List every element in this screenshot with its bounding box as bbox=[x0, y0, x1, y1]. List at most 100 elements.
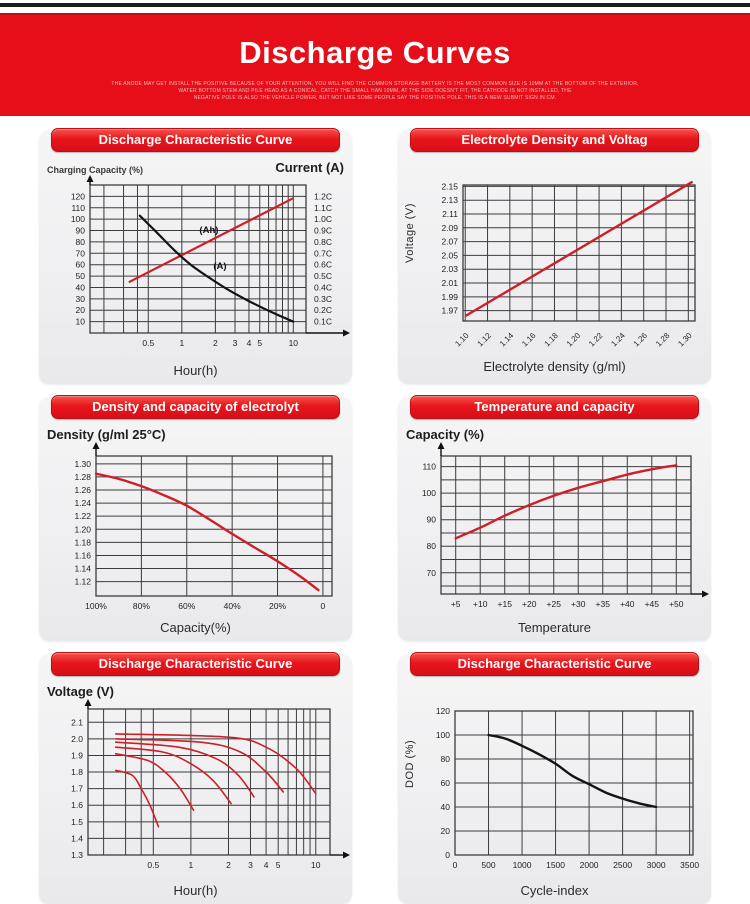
svg-text:10: 10 bbox=[75, 317, 85, 327]
svg-text:1: 1 bbox=[188, 860, 193, 870]
svg-text:1.99: 1.99 bbox=[441, 292, 458, 302]
chart-3-title: Density and capacity of electrolyt bbox=[92, 399, 299, 414]
svg-text:1.12: 1.12 bbox=[74, 577, 91, 587]
chart-3-axis-head: Density (g/ml 25°C) bbox=[39, 421, 352, 442]
svg-text:100%: 100% bbox=[85, 601, 107, 611]
chart-6-xlabel: Cycle-index bbox=[520, 883, 589, 898]
chart-6-title-banner: Discharge Characteristic Curve bbox=[409, 652, 700, 676]
svg-text:4: 4 bbox=[246, 338, 251, 348]
svg-text:0.7C: 0.7C bbox=[314, 248, 332, 258]
svg-text:1.3: 1.3 bbox=[71, 850, 83, 860]
svg-text:0.9C: 0.9C bbox=[314, 226, 332, 236]
svg-text:2.0: 2.0 bbox=[71, 734, 83, 744]
svg-text:1.30: 1.30 bbox=[74, 459, 91, 469]
svg-text:2.15: 2.15 bbox=[441, 181, 458, 191]
svg-text:5: 5 bbox=[275, 860, 280, 870]
svg-text:100: 100 bbox=[421, 488, 435, 498]
svg-text:1.30: 1.30 bbox=[676, 331, 694, 349]
svg-text:1.8: 1.8 bbox=[71, 767, 83, 777]
svg-text:+10: +10 bbox=[473, 599, 488, 609]
svg-text:2: 2 bbox=[226, 860, 231, 870]
svg-text:2.05: 2.05 bbox=[441, 250, 458, 260]
svg-text:+45: +45 bbox=[644, 599, 659, 609]
chart-3-plot: 100% 80% 60% 40% 20% 0 1.30 1.28 1.26 1.24 1.22 1.2… bbox=[74, 442, 333, 611]
svg-text:110: 110 bbox=[422, 462, 436, 472]
svg-text:1.28: 1.28 bbox=[74, 472, 91, 482]
charts-grid: Discharge Characteristic Curve Charging … bbox=[39, 128, 711, 904]
page-title: Discharge Curves bbox=[239, 35, 511, 70]
svg-text:+50: +50 bbox=[669, 599, 684, 609]
svg-text:70: 70 bbox=[75, 248, 85, 258]
svg-text:30: 30 bbox=[75, 294, 85, 304]
svg-text:1.12: 1.12 bbox=[475, 331, 493, 349]
chart-4-title: Temperature and capacity bbox=[474, 399, 635, 414]
chart-2-ylabel: Voltage (V) bbox=[404, 203, 416, 263]
svg-text:+25: +25 bbox=[546, 599, 561, 609]
svg-text:0.6C: 0.6C bbox=[314, 260, 332, 270]
svg-text:40%: 40% bbox=[223, 601, 240, 611]
svg-text:100: 100 bbox=[70, 214, 84, 224]
svg-text:70: 70 bbox=[426, 568, 436, 578]
chart-2-xlabel: Electrolyte density (g/ml) bbox=[483, 359, 626, 374]
svg-text:0: 0 bbox=[452, 860, 457, 870]
svg-text:20: 20 bbox=[75, 305, 85, 315]
svg-text:90: 90 bbox=[426, 515, 436, 525]
svg-text:0: 0 bbox=[320, 601, 325, 611]
svg-text:1000: 1000 bbox=[512, 860, 531, 870]
svg-text:0.5: 0.5 bbox=[142, 338, 154, 348]
chart-4-plot: +5 +10 +15 +20 +25 +30 +35 +40 +45 +50 110 100 90 80 7… bbox=[421, 442, 709, 609]
svg-text:90: 90 bbox=[75, 226, 85, 236]
svg-text:1.26: 1.26 bbox=[74, 485, 91, 495]
svg-text:+40: +40 bbox=[620, 599, 635, 609]
svg-text:10: 10 bbox=[288, 338, 298, 348]
chart-3-xlabel: Capacity(%) bbox=[160, 620, 231, 635]
svg-text:120: 120 bbox=[70, 191, 84, 201]
svg-text:0.4C: 0.4C bbox=[314, 282, 332, 292]
chart-1-plot: 0.5 1 2 3 4 5 101201101009080706050403020101.2… bbox=[70, 175, 350, 348]
chart-card-discharge-characteristic-3: Discharge Characteristic Curve DOD (%) 0… bbox=[398, 652, 711, 904]
svg-text:0.8C: 0.8C bbox=[314, 237, 332, 247]
svg-text:60%: 60% bbox=[178, 601, 195, 611]
svg-text:80: 80 bbox=[440, 754, 450, 764]
chart-4-axis-head: Capacity (%) bbox=[398, 421, 711, 442]
svg-text:+15: +15 bbox=[497, 599, 512, 609]
chart-2-title: Electrolyte Density and Voltag bbox=[461, 132, 648, 147]
svg-text:1.6: 1.6 bbox=[71, 800, 83, 810]
svg-text:(Ah): (Ah) bbox=[199, 225, 218, 236]
svg-text:0.2C: 0.2C bbox=[314, 305, 332, 315]
svg-text:1.97: 1.97 bbox=[441, 306, 458, 316]
svg-text:2500: 2500 bbox=[613, 860, 632, 870]
svg-text:2.09: 2.09 bbox=[441, 223, 458, 233]
svg-text:3: 3 bbox=[248, 860, 253, 870]
chart-6-title: Discharge Characteristic Curve bbox=[457, 656, 652, 671]
svg-text:1.18: 1.18 bbox=[542, 331, 560, 349]
chart-1-ylabel-left: Charging Capacity (%) bbox=[47, 165, 144, 175]
chart-card-temperature-capacity: Temperature and capacity Capacity (%) +5… bbox=[398, 395, 711, 641]
fine-print-line: THE ANODE MAY GET INSTALL THE POSITIVE B… bbox=[111, 81, 639, 87]
svg-text:1.5: 1.5 bbox=[71, 817, 83, 827]
chart-3-ylabel: Density (g/ml 25°C) bbox=[47, 427, 166, 442]
header-fine-print: THE ANODE MAY GET INSTALL THE POSITIVE B… bbox=[0, 81, 750, 106]
fine-print-line: NEGATIVE POLE IS ALSO THE VEHICLE POWER,… bbox=[193, 95, 557, 101]
svg-text:(A): (A) bbox=[213, 261, 226, 272]
svg-text:40: 40 bbox=[75, 282, 85, 292]
svg-text:2000: 2000 bbox=[579, 860, 598, 870]
svg-text:1.26: 1.26 bbox=[631, 331, 649, 349]
svg-text:1.14: 1.14 bbox=[497, 331, 515, 349]
svg-text:120: 120 bbox=[435, 706, 449, 716]
chart-5-xlabel: Hour(h) bbox=[173, 883, 218, 898]
svg-text:4: 4 bbox=[263, 860, 268, 870]
chart-card-discharge-characteristic-1: Discharge Characteristic Curve Charging … bbox=[39, 128, 352, 384]
svg-text:3: 3 bbox=[232, 338, 237, 348]
chart-6-axis-head bbox=[398, 678, 711, 699]
chart-5-axis-head: Voltage (V) bbox=[39, 678, 352, 699]
page: Discharge Curves THE ANODE MAY GET INSTA… bbox=[0, 3, 750, 904]
svg-text:1.22: 1.22 bbox=[587, 331, 605, 349]
svg-text:0: 0 bbox=[445, 850, 450, 860]
chart-5-title-banner: Discharge Characteristic Curve bbox=[50, 652, 341, 676]
svg-text:1.18: 1.18 bbox=[74, 537, 91, 547]
svg-text:80%: 80% bbox=[132, 601, 149, 611]
svg-text:2.11: 2.11 bbox=[442, 209, 458, 219]
chart-2-plot: 1.10 1.12 1.14 1.16 1.18 1.20 1.22 1.24 1.26 1.28… bbox=[441, 181, 696, 349]
svg-text:1.4: 1.4 bbox=[71, 833, 83, 843]
